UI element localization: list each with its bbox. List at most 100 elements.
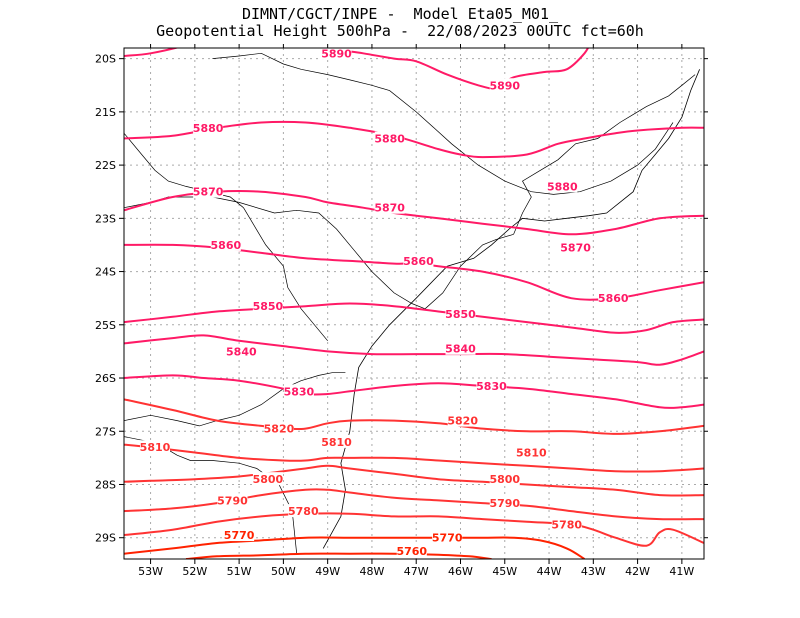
contour-label: 5840 <box>445 343 476 356</box>
contour-label-bg <box>321 46 352 60</box>
state-border <box>243 207 328 342</box>
chart-title-block: DIMNT/CGCT/INPE - Model Eta05_M01_ Geopo… <box>0 6 800 40</box>
contour-line-5780 <box>124 512 704 547</box>
contour-label: 5840 <box>226 345 257 358</box>
contour-line-5810 <box>124 443 704 473</box>
contour-label: 5810 <box>140 441 171 454</box>
y-tick-label: 25S <box>95 319 116 332</box>
y-tick-label: 22S <box>95 159 116 172</box>
contour-label: 5870 <box>374 202 405 215</box>
contour-label: 5830 <box>284 385 315 398</box>
x-tick-label: 52W <box>182 565 207 578</box>
contour-label: 5820 <box>447 415 478 428</box>
x-tick-label: 41W <box>669 565 694 578</box>
contour-label-bg <box>226 344 257 358</box>
contour-line-5800 <box>124 464 704 497</box>
grid <box>124 48 704 559</box>
contour-label-bg <box>224 528 255 542</box>
contour-label-bg <box>283 384 314 398</box>
contour-label-bg <box>547 179 578 193</box>
contour-label: 5770 <box>432 532 463 545</box>
x-tick-label: 51W <box>227 565 252 578</box>
contour-label-bg <box>516 445 547 459</box>
contour-label: 5770 <box>224 529 255 542</box>
contour-label-bg <box>193 184 224 198</box>
contour-label: 5780 <box>288 505 319 518</box>
contour-label-bg <box>210 237 241 251</box>
coastline <box>322 69 700 549</box>
contour-label-bg <box>598 291 629 305</box>
contour-label: 5810 <box>321 436 352 449</box>
state-border <box>124 196 514 310</box>
x-tick-label: 49W <box>315 565 340 578</box>
chart-title: DIMNT/CGCT/INPE - Model Eta05_M01_ <box>241 5 559 23</box>
x-tick-label: 50W <box>271 565 296 578</box>
chart-subtitle: Geopotential Height 500hPa - 22/08/2023 … <box>156 22 644 40</box>
contour-label: 5790 <box>489 497 520 510</box>
contour-label: 5850 <box>253 300 284 313</box>
y-tick-label: 23S <box>95 212 116 225</box>
contour-line-5850 <box>124 302 704 334</box>
contour-label: 5870 <box>193 186 224 199</box>
y-tick-label: 27S <box>95 425 116 438</box>
contour-label: 5820 <box>264 423 295 436</box>
contour-label: 5760 <box>396 545 427 558</box>
contour-label-bg <box>288 504 319 518</box>
plot-frame <box>123 47 705 560</box>
contour-label: 5890 <box>321 47 352 60</box>
contour-label: 5890 <box>489 79 520 92</box>
contour-label-bg <box>551 517 582 531</box>
contour-label: 5800 <box>253 473 284 486</box>
x-tick-label: 44W <box>537 565 562 578</box>
x-tick-label: 42W <box>625 565 650 578</box>
contour-label: 5860 <box>403 255 434 268</box>
x-tick-label: 45W <box>492 565 517 578</box>
contour-label-bg <box>193 120 224 134</box>
contour-label-bg <box>445 307 476 321</box>
contour-label-bg <box>432 530 463 544</box>
contour-line-5760 <box>185 552 492 559</box>
contour-label-bg <box>445 341 476 355</box>
contour-line-5830 <box>124 374 704 409</box>
contour-label-bg <box>139 440 170 454</box>
contour-label: 5860 <box>211 239 242 252</box>
contour-line-5820 <box>124 398 704 435</box>
contour-line-5770 <box>124 536 586 559</box>
contour-line-5870 <box>124 190 704 236</box>
contour-label: 5790 <box>217 494 248 507</box>
x-tick-label: 53W <box>138 565 163 578</box>
contour-label: 5780 <box>551 518 582 531</box>
contour-label-bg <box>489 78 520 92</box>
contour-label-bg <box>252 472 283 486</box>
contour-label-bg <box>263 421 294 435</box>
contour-line-5890 <box>124 48 590 90</box>
contour-labels: 5890 5890 5880 5880 5880 5870 5870 5870 5860 5860… <box>140 46 629 558</box>
contour-label-bg <box>489 472 520 486</box>
x-tick-label: 47W <box>404 565 429 578</box>
x-tick-label: 43W <box>581 565 606 578</box>
contour-label-bg <box>374 131 405 145</box>
contour-label-bg <box>489 496 520 510</box>
contour-line-5790 <box>124 488 704 521</box>
y-tick-label: 29S <box>95 532 116 545</box>
contour-label: 5880 <box>374 132 405 145</box>
contour-label-bg <box>252 299 283 313</box>
y-tick-label: 20S <box>95 53 116 66</box>
contour-label-bg <box>217 493 248 507</box>
contour-label-bg <box>447 413 478 427</box>
y-tick-label: 26S <box>95 372 116 385</box>
contour-label: 5860 <box>598 292 629 305</box>
contour-label: 5880 <box>547 180 578 193</box>
y-tick-label: 28S <box>95 478 116 491</box>
contour-line-5840 <box>124 334 704 366</box>
contour-label-bg <box>396 544 427 558</box>
state-border <box>212 52 674 195</box>
contour-label-bg <box>560 240 591 254</box>
y-tick-label: 21S <box>95 106 116 119</box>
contour-label-bg <box>374 200 405 214</box>
contour-label: 5800 <box>489 473 520 486</box>
state-border <box>124 372 346 427</box>
state-border <box>513 74 696 235</box>
contour-label: 5880 <box>193 122 224 135</box>
